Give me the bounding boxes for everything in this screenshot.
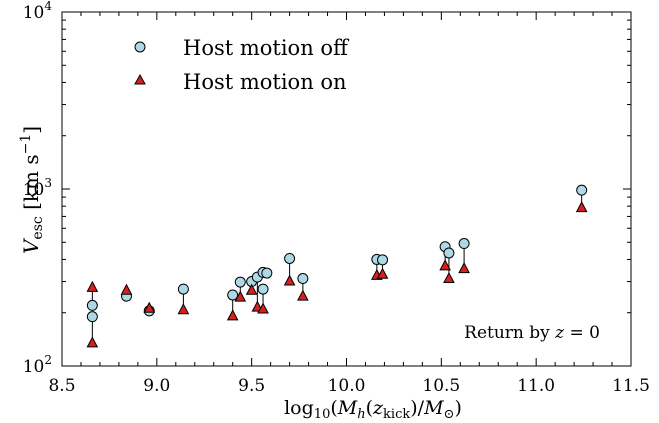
data-point-circle — [257, 283, 269, 295]
y-tick-label: 104 — [23, 0, 53, 23]
data-point-triangle — [234, 290, 247, 302]
x-tick-label: 11.5 — [612, 376, 650, 396]
annotation-variable: z — [554, 323, 565, 343]
x-tick-label: 9.0 — [143, 376, 170, 396]
data-point-triangle — [283, 274, 296, 286]
annotation: Return by z = 0 — [464, 323, 600, 343]
data-point-triangle — [245, 283, 258, 295]
y-axis-label: Vesc [km s−1] — [18, 126, 46, 254]
data-point-circle — [234, 276, 246, 288]
x-axis-label: log10(Mh(zkick)/M⊙) — [284, 397, 462, 422]
x-tick-label: 10.0 — [328, 376, 366, 396]
data-point-circle — [261, 267, 273, 279]
data-point-triangle — [177, 303, 190, 315]
data-point-triangle — [86, 336, 99, 348]
data-point-circle — [458, 238, 470, 250]
data-point-triangle — [143, 301, 156, 313]
data-point-triangle — [226, 309, 239, 321]
data-point-circle — [377, 254, 389, 266]
data-point-circle — [86, 311, 98, 323]
data-point-triangle — [257, 302, 269, 314]
y-tick-label: 102 — [23, 353, 52, 377]
data-point-triangle — [120, 283, 133, 295]
x-tick-label: 9.5 — [238, 376, 265, 396]
data-point-triangle — [86, 280, 99, 292]
data-markers — [86, 184, 588, 348]
data-point-triangle — [458, 262, 470, 274]
data-point-triangle — [443, 271, 455, 284]
annotation-value: = 0 — [564, 323, 600, 343]
data-point-triangle — [376, 267, 389, 279]
legend-label-host-off: Host motion off — [183, 36, 350, 60]
legend-marker-host-off — [134, 41, 146, 53]
legend: Host motion off Host motion on — [134, 36, 350, 94]
x-tick-label: 8.5 — [48, 376, 75, 396]
x-tick-label: 10.5 — [422, 376, 460, 396]
data-point-triangle — [575, 201, 588, 213]
connector-lines — [91, 190, 583, 343]
data-point-circle — [86, 299, 98, 311]
data-point-circle — [177, 283, 189, 295]
data-point-triangle — [439, 259, 451, 271]
legend-label-host-on: Host motion on — [183, 70, 347, 94]
data-point-circle — [297, 273, 309, 285]
legend-marker-host-on — [134, 73, 146, 85]
data-point-circle — [576, 184, 588, 196]
data-point-circle — [227, 289, 239, 301]
axis-ticks: 8.5 9.0 9.5 10.0 10.5 11.0 11.5 102 103 104 — [23, 0, 650, 396]
x-tick-label: 11.0 — [517, 376, 555, 396]
y-tick-label: 103 — [23, 176, 52, 200]
data-point-circle — [443, 247, 455, 259]
data-point-circle — [284, 252, 296, 264]
annotation-text: Return by — [464, 323, 555, 343]
data-point-triangle — [297, 289, 309, 301]
